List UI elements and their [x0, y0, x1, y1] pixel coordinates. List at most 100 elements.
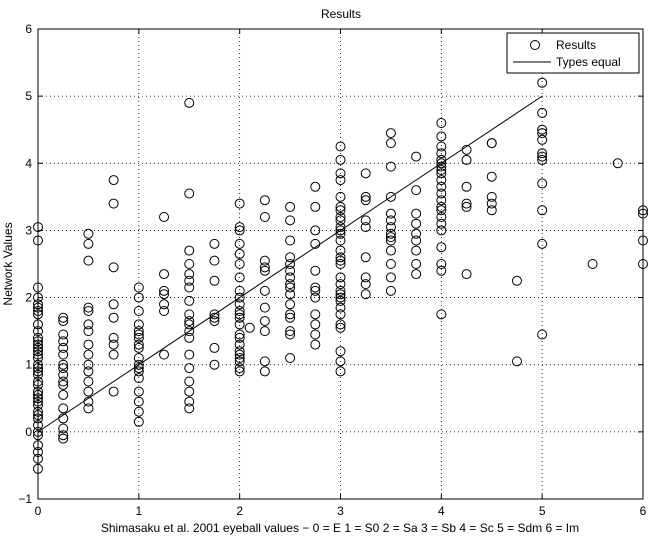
result-point [83, 403, 94, 414]
result-point [58, 403, 69, 414]
result-point [486, 191, 497, 202]
result-point [209, 342, 220, 353]
result-point [133, 416, 144, 427]
legend-label-types-equal: Types equal [556, 55, 621, 69]
result-point [209, 309, 220, 320]
result-point [184, 259, 195, 269]
result-point [259, 326, 270, 337]
result-point [335, 154, 346, 165]
result-point [537, 178, 548, 189]
result-point [537, 148, 548, 159]
result-point [335, 356, 346, 367]
result-point [133, 339, 144, 350]
x-tick-label: 5 [539, 504, 546, 518]
x-tick-label: 0 [35, 504, 42, 518]
result-point [234, 272, 245, 283]
result-point [537, 77, 548, 88]
result-point [360, 279, 371, 290]
result-point [184, 326, 195, 337]
result-point [335, 215, 346, 226]
result-point [385, 161, 396, 172]
result-point [285, 353, 296, 363]
result-point [58, 423, 69, 434]
x-tick-label: 6 [640, 504, 647, 518]
result-point [285, 215, 296, 226]
result-point [58, 430, 69, 441]
result-point [83, 238, 94, 249]
result-point [184, 403, 195, 414]
y-axis-label: Network Values [1, 222, 15, 305]
y-tick-label: 1 [25, 358, 32, 372]
result-point [360, 191, 371, 202]
result-point [133, 396, 144, 407]
result-point [234, 356, 245, 367]
result-point [259, 366, 270, 377]
result-point [411, 208, 422, 219]
result-point [209, 255, 220, 266]
result-point [310, 292, 321, 303]
result-point [108, 339, 119, 350]
result-point [285, 265, 296, 276]
result-point [259, 212, 270, 222]
result-point [537, 128, 548, 139]
result-point [486, 205, 497, 216]
result-point [133, 292, 144, 303]
result-point [335, 319, 346, 330]
result-point [385, 245, 396, 256]
result-point [385, 191, 396, 202]
x-tick-label: 3 [337, 504, 344, 518]
result-point [436, 195, 447, 206]
result-point [461, 201, 472, 212]
result-point [310, 309, 321, 320]
result-point [234, 285, 245, 296]
result-point [537, 134, 548, 145]
result-point [259, 316, 270, 327]
result-point [335, 272, 346, 283]
x-tick-label: 1 [135, 504, 142, 518]
result-point [209, 312, 220, 323]
result-point [285, 312, 296, 323]
legend: Results Types equal [506, 32, 640, 74]
y-tick-label: −1 [18, 492, 32, 506]
result-point [159, 269, 170, 280]
result-point [184, 275, 195, 286]
result-point [285, 282, 296, 293]
result-point [411, 269, 422, 280]
result-point [83, 366, 94, 377]
result-point [385, 215, 396, 226]
result-point [133, 326, 144, 337]
result-point [58, 342, 69, 353]
result-point [184, 316, 195, 327]
result-point [335, 309, 346, 320]
result-point [58, 336, 69, 347]
result-point [184, 396, 195, 407]
result-point [159, 289, 170, 300]
result-point [209, 238, 220, 249]
result-point [234, 339, 245, 350]
result-point [234, 222, 245, 233]
result-point [184, 376, 195, 387]
result-point [436, 201, 447, 212]
result-point [133, 386, 144, 397]
result-point [436, 131, 447, 142]
result-point [58, 359, 69, 370]
result-point [360, 168, 371, 179]
result-point [436, 188, 447, 199]
result-point [83, 326, 94, 337]
chart-title: Results [321, 7, 361, 21]
result-point [285, 259, 296, 269]
result-point [461, 269, 472, 280]
result-point [436, 218, 447, 229]
result-point [436, 181, 447, 192]
result-point [234, 366, 245, 377]
result-point [335, 225, 346, 236]
result-point [436, 165, 447, 175]
result-point [436, 265, 447, 276]
y-tick-label: 6 [25, 22, 32, 36]
result-point [461, 154, 472, 165]
result-point [360, 289, 371, 300]
result-point [159, 306, 170, 316]
result-point [285, 201, 296, 212]
